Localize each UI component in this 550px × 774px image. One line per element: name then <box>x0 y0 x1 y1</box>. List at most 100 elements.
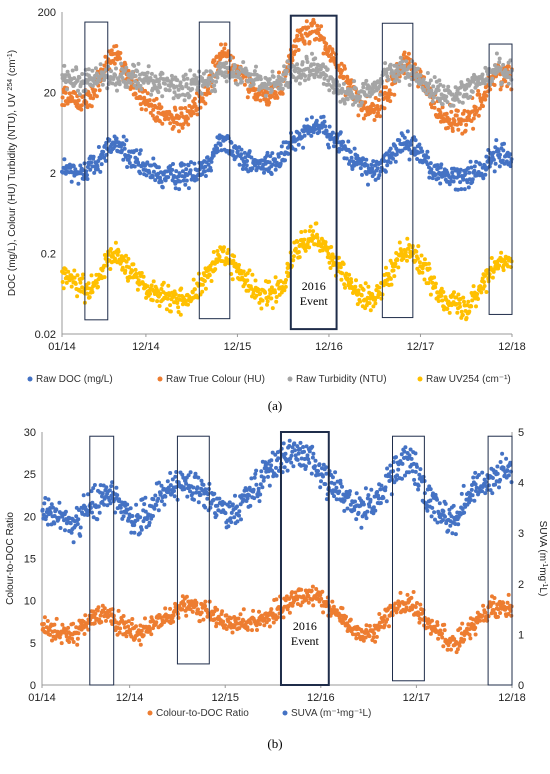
data-point <box>299 441 303 445</box>
data-point <box>301 60 305 64</box>
data-point <box>114 44 118 48</box>
data-point <box>388 88 392 92</box>
data-point <box>297 143 301 147</box>
data-point <box>99 62 103 66</box>
data-point <box>90 511 94 515</box>
data-point <box>160 122 164 126</box>
data-point <box>155 299 159 303</box>
data-point <box>139 148 143 152</box>
y-tick-label: 5 <box>30 638 36 650</box>
data-point <box>378 114 382 118</box>
data-point <box>274 597 278 601</box>
data-point <box>498 57 502 61</box>
data-point <box>239 152 243 156</box>
data-point <box>248 504 252 508</box>
data-point <box>97 145 101 149</box>
data-point <box>166 479 170 483</box>
data-point <box>360 100 364 104</box>
data-point <box>302 238 306 242</box>
data-point <box>348 489 352 493</box>
legend: Raw DOC (mg/L)Raw True Colour (HU)Raw Tu… <box>28 374 511 385</box>
data-point <box>368 301 372 305</box>
data-point <box>346 507 350 511</box>
data-point <box>71 69 75 73</box>
data-point <box>354 278 358 282</box>
data-point <box>372 631 376 635</box>
data-point <box>223 623 227 627</box>
data-point <box>373 118 377 122</box>
data-point <box>189 160 193 164</box>
data-point <box>497 60 501 64</box>
data-point <box>452 504 456 508</box>
data-point <box>405 605 409 609</box>
data-point <box>450 531 454 535</box>
data-point <box>303 134 307 138</box>
data-point <box>468 636 472 640</box>
data-point <box>456 109 460 113</box>
data-point <box>200 479 204 483</box>
data-point <box>174 292 178 296</box>
data-point <box>66 626 70 630</box>
data-point <box>458 180 462 184</box>
data-point <box>481 104 485 108</box>
data-point <box>429 487 433 491</box>
data-point <box>364 281 368 285</box>
data-point <box>248 268 252 272</box>
data-point <box>443 515 447 519</box>
data-point <box>41 626 45 630</box>
data-point <box>72 640 76 644</box>
data-point <box>479 290 483 294</box>
data-point <box>183 602 187 606</box>
data-point <box>362 288 366 292</box>
data-point <box>303 78 307 82</box>
data-point <box>477 473 481 477</box>
data-point <box>266 299 270 303</box>
data-point <box>259 77 263 81</box>
data-point <box>241 60 245 64</box>
data-point <box>100 162 104 166</box>
data-point <box>502 142 506 146</box>
data-point <box>217 497 221 501</box>
data-point <box>62 157 66 161</box>
data-point <box>507 593 511 597</box>
data-point <box>454 532 458 536</box>
data-point <box>317 130 321 134</box>
data-point <box>499 87 503 91</box>
data-point <box>212 250 216 254</box>
data-point <box>117 609 121 613</box>
data-point <box>103 275 107 279</box>
data-point <box>224 70 228 74</box>
data-point <box>266 151 270 155</box>
data-point <box>488 165 492 169</box>
data-point <box>362 117 366 121</box>
data-point <box>140 271 144 275</box>
data-point <box>161 72 165 76</box>
data-point <box>137 62 141 66</box>
data-point <box>501 63 505 67</box>
data-point <box>377 612 381 616</box>
data-point <box>290 454 294 458</box>
data-point <box>148 292 152 296</box>
data-point <box>444 502 448 506</box>
data-point <box>286 469 290 473</box>
data-point <box>147 64 151 68</box>
data-point <box>462 511 466 515</box>
data-point <box>389 161 393 165</box>
data-point <box>440 299 444 303</box>
data-point <box>219 143 223 147</box>
data-point <box>149 632 153 636</box>
data-point <box>377 286 381 290</box>
data-point <box>213 267 217 271</box>
data-point <box>388 464 392 468</box>
data-point <box>322 115 326 119</box>
data-point <box>425 150 429 154</box>
data-point <box>466 300 470 304</box>
data-point <box>62 286 66 290</box>
data-point <box>442 84 446 88</box>
data-point <box>329 245 333 249</box>
data-point <box>393 262 397 266</box>
legend-label: Raw UV254 (cm⁻¹) <box>426 374 511 385</box>
data-point <box>500 81 504 85</box>
data-point <box>410 457 414 461</box>
